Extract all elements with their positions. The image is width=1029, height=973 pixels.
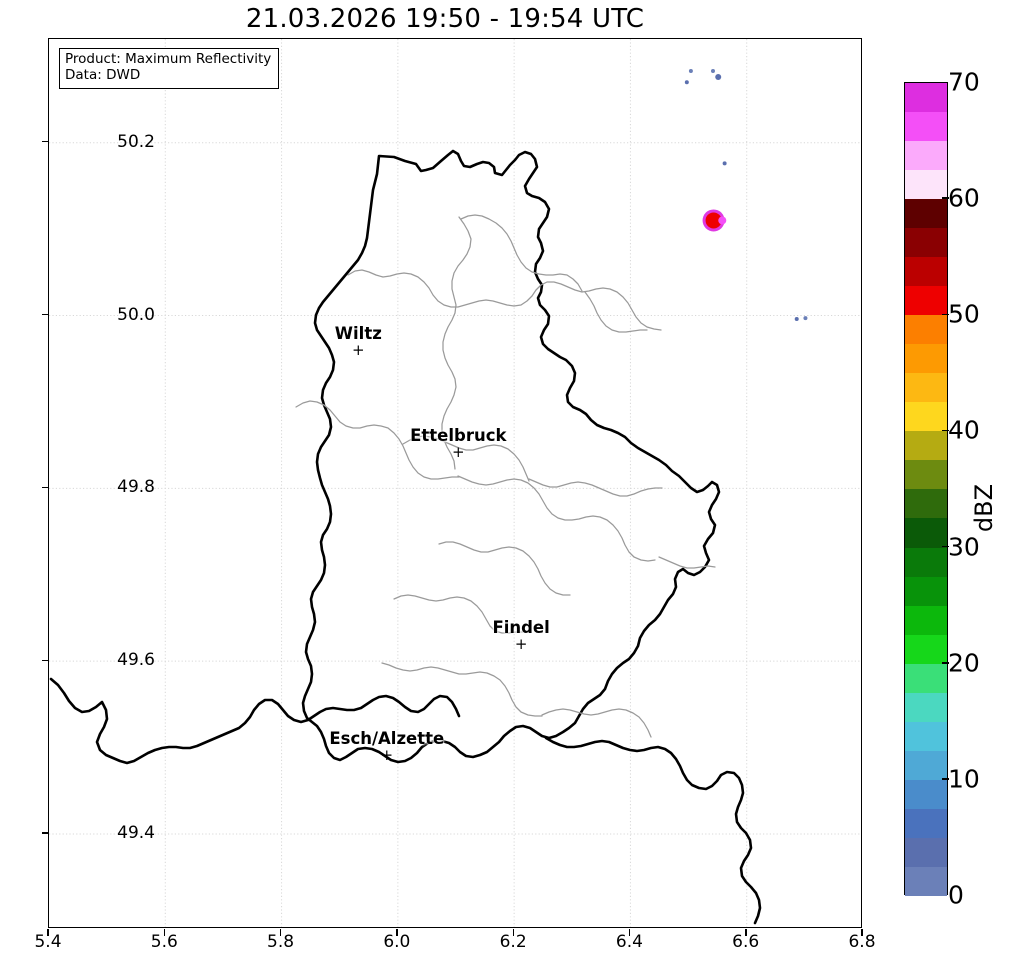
colorbar-segment xyxy=(905,344,947,374)
y-axis-tick-mark xyxy=(42,141,49,143)
colorbar-segment xyxy=(905,286,947,316)
colorbar-tick-mark xyxy=(942,429,949,432)
map-canvas xyxy=(49,39,861,927)
colorbar-tick-label: 40 xyxy=(948,415,980,445)
colorbar-segment xyxy=(905,721,947,751)
colorbar-segment xyxy=(905,837,947,867)
x-axis-tick-mark xyxy=(279,929,282,936)
colorbar-tick-mark xyxy=(942,313,949,316)
y-axis-tick-label: 49.4 xyxy=(117,822,155,843)
radar-echo-layer xyxy=(684,68,808,321)
colorbar-segment xyxy=(905,112,947,142)
x-axis-tick-label: 6.6 xyxy=(732,932,760,952)
colorbar-segment xyxy=(905,808,947,838)
x-axis-tick-mark xyxy=(47,929,49,936)
colorbar-segment xyxy=(905,315,947,345)
colorbar-tick-label: 20 xyxy=(948,648,980,678)
colorbar-tick-mark xyxy=(942,197,949,199)
x-axis-tick-label: 6.0 xyxy=(383,932,411,952)
radar-map-plot[interactable]: Product: Maximum Reflectivity Data: DWD … xyxy=(48,38,862,928)
gridlines xyxy=(49,39,861,927)
colorbar-axis-label: dBZ xyxy=(970,483,998,533)
colorbar-tick-label: 0 xyxy=(948,880,964,910)
colorbar-segment xyxy=(905,402,947,432)
x-axis-tick-mark xyxy=(512,929,514,936)
colorbar-segment xyxy=(905,547,947,577)
x-axis-tick-mark xyxy=(628,929,631,936)
colorbar-segment xyxy=(905,373,947,403)
colorbar-segment xyxy=(905,576,947,606)
x-axis-tick-label: 5.8 xyxy=(267,932,295,952)
colorbar-segment xyxy=(905,431,947,461)
geography-layer xyxy=(49,149,762,925)
city-marker-findel: Findel + xyxy=(492,617,550,653)
colorbar[interactable] xyxy=(904,82,948,896)
product-info-box: Product: Maximum Reflectivity Data: DWD xyxy=(59,48,280,89)
y-axis-tick-mark xyxy=(42,832,49,834)
y-axis-tick-mark xyxy=(42,659,49,661)
colorbar-tick-label: 50 xyxy=(948,299,980,329)
page-title: 21.03.2026 19:50 - 19:54 UTC xyxy=(245,4,645,34)
national-border-luxembourg xyxy=(301,149,721,764)
city-plus-icon: + xyxy=(452,442,465,461)
city-marker-wiltz: Wiltz + xyxy=(334,323,382,359)
city-plus-icon: + xyxy=(352,340,365,359)
city-label: Esch/Alzette xyxy=(329,729,445,748)
city-marker-ettelbruck: Ettelbruck + xyxy=(410,425,507,461)
colorbar-segment xyxy=(905,663,947,693)
city-plus-icon: + xyxy=(514,634,528,653)
colorbar-segment xyxy=(905,866,947,896)
colorbar-tick-mark xyxy=(942,778,949,780)
national-border-southeast xyxy=(544,736,762,925)
colorbar-segment xyxy=(905,141,947,171)
map-svg xyxy=(49,39,861,927)
colorbar-segment xyxy=(905,605,947,635)
colorbar-segment xyxy=(905,170,947,200)
colorbar-tick-label: 60 xyxy=(948,183,980,213)
colorbar-tick-label: 30 xyxy=(948,532,980,562)
x-axis-tick-mark xyxy=(163,929,166,936)
info-product-line: Product: Maximum Reflectivity xyxy=(65,51,272,67)
x-axis-tick-label: 5.4 xyxy=(34,932,62,952)
colorbar-segment xyxy=(905,83,947,113)
x-axis-tick-label: 6.2 xyxy=(499,932,527,952)
y-axis-tick-mark xyxy=(42,486,49,489)
colorbar-tick-mark xyxy=(942,662,949,664)
colorbar-segment xyxy=(905,750,947,780)
info-data-line: Data: DWD xyxy=(65,66,141,83)
colorbar-tick-mark xyxy=(942,545,949,548)
y-axis-tick-label: 50.2 xyxy=(117,131,155,152)
colorbar-segment xyxy=(905,460,947,490)
x-axis-tick-label: 5.6 xyxy=(150,932,178,952)
colorbar-segment xyxy=(905,199,947,229)
y-axis-tick-label: 49.8 xyxy=(117,477,155,498)
district-boundaries xyxy=(295,214,716,738)
x-axis-tick-label: 6.4 xyxy=(615,932,643,952)
x-axis-tick-mark xyxy=(745,929,747,936)
colorbar-segment xyxy=(905,489,947,519)
city-plus-icon: + xyxy=(380,746,394,764)
colorbar-segment xyxy=(905,518,947,548)
colorbar-segment xyxy=(905,779,947,809)
x-axis-tick-label: 6.8 xyxy=(848,932,876,952)
national-border-southwest xyxy=(49,677,461,765)
colorbar-tick-label: 10 xyxy=(948,764,980,794)
y-axis-tick-label: 49.6 xyxy=(117,650,155,671)
city-label: Ettelbruck xyxy=(410,425,507,445)
colorbar-segment xyxy=(905,692,947,722)
colorbar-tick-label: 70 xyxy=(948,67,980,97)
y-axis-tick-mark xyxy=(42,313,49,316)
city-label: Findel xyxy=(492,617,550,637)
city-marker-esch-alzette: Esch/Alzette + xyxy=(329,729,445,764)
colorbar-segment xyxy=(905,634,947,664)
y-axis-tick-label: 50.0 xyxy=(117,304,155,325)
colorbar-segment xyxy=(905,228,947,258)
colorbar-segment xyxy=(905,257,947,287)
x-axis-tick-mark xyxy=(396,929,398,936)
city-label: Wiltz xyxy=(334,323,382,343)
x-axis-tick-mark xyxy=(861,929,863,936)
